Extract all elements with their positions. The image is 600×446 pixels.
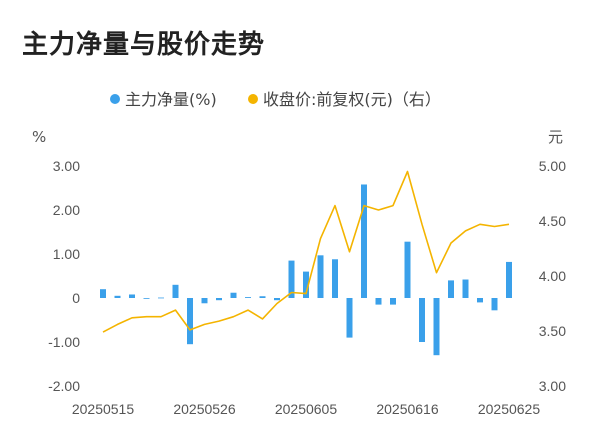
bar	[259, 296, 266, 298]
x-tick-label: 20250605	[275, 401, 338, 417]
bar	[288, 260, 295, 298]
bar	[433, 298, 440, 356]
bar	[477, 298, 483, 303]
bar	[317, 255, 324, 298]
right-tick-label: 4.50	[539, 213, 566, 229]
left-tick-label: 3.00	[53, 158, 80, 174]
left-tick-label: -2.00	[48, 378, 80, 394]
line-series-group	[102, 170, 510, 333]
bar-series	[100, 184, 512, 356]
right-tick-label: 5.00	[539, 158, 566, 174]
right-tick-label: 4.00	[539, 268, 566, 284]
right-axis: 5.00 4.50 4.00 3.50 3.00	[539, 158, 566, 394]
bar	[303, 271, 309, 298]
right-unit-label: 元	[548, 128, 563, 146]
legend-bar-swatch	[110, 94, 120, 104]
bar	[404, 241, 411, 298]
chart-title: 主力净量与股价走势	[22, 30, 266, 60]
bar	[390, 298, 396, 305]
bar	[346, 298, 353, 338]
legend-line-swatch	[248, 94, 258, 104]
right-tick-label: 3.00	[539, 378, 566, 394]
bar	[216, 298, 222, 301]
bar	[274, 298, 280, 301]
x-tick-label: 20250515	[72, 401, 135, 417]
left-unit-label: %	[32, 128, 46, 146]
bar	[158, 297, 164, 299]
bar	[361, 184, 367, 298]
bar	[230, 292, 237, 298]
bar	[491, 298, 498, 311]
legend: 主力净量(%) 收盘价:前复权(元)（右）	[110, 90, 441, 109]
x-tick-label: 20250616	[376, 401, 439, 417]
bar	[462, 279, 469, 298]
legend-line-label: 收盘价:前复权(元)（右）	[263, 90, 441, 109]
bar	[448, 280, 454, 298]
bar	[172, 284, 179, 298]
bar	[201, 298, 208, 304]
x-axis: 20250515 20250526 20250605 20250616 2025…	[72, 401, 541, 417]
left-tick-label: 2.00	[53, 202, 80, 218]
bar	[506, 261, 512, 298]
price-line	[102, 170, 510, 333]
left-tick-label: 1.00	[53, 246, 80, 262]
left-tick-label: -1.00	[48, 334, 80, 350]
left-tick-label: 0	[72, 290, 80, 306]
legend-bar-label: 主力净量(%)	[125, 90, 217, 109]
bar	[245, 297, 251, 298]
x-tick-label: 20250625	[478, 401, 541, 417]
x-tick-label: 20250526	[173, 401, 236, 417]
bar	[100, 289, 106, 298]
bar	[332, 259, 338, 298]
bar	[375, 298, 382, 305]
bar	[143, 298, 150, 299]
bar	[419, 298, 425, 342]
right-tick-label: 3.50	[539, 323, 566, 339]
bar	[114, 295, 121, 298]
bar	[129, 294, 135, 298]
bar	[187, 298, 193, 345]
left-axis: 3.00 2.00 1.00 0 -1.00 -2.00	[48, 158, 80, 394]
